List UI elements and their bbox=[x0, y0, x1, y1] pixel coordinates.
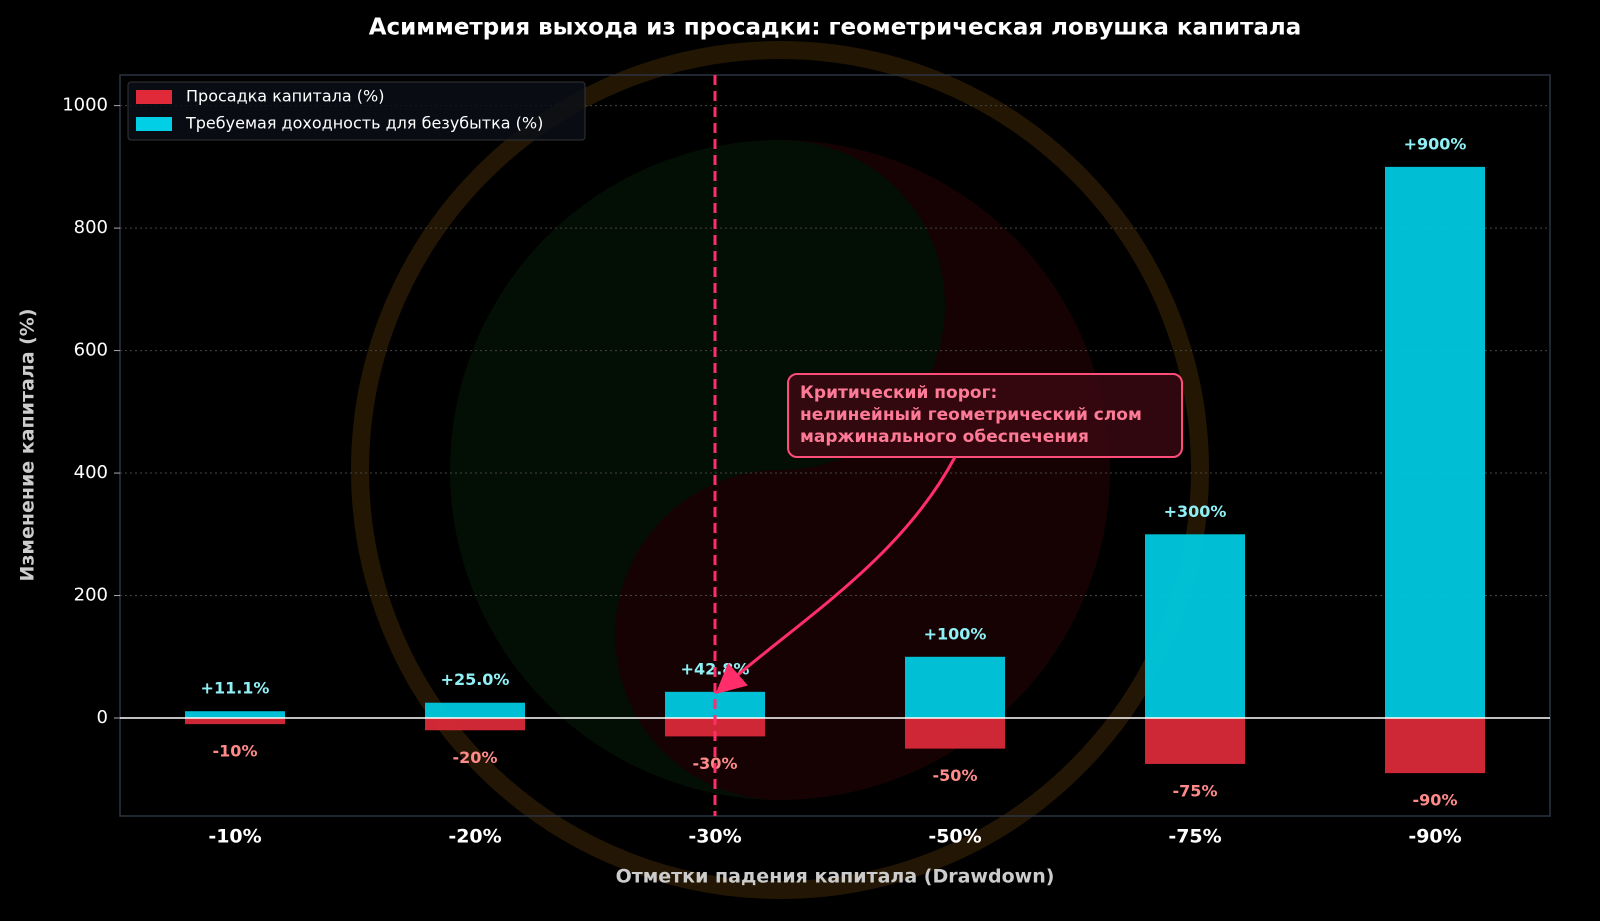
annotation-arrow bbox=[715, 456, 957, 694]
legend-label: Просадка капитала (%) bbox=[186, 87, 384, 106]
chart-title: Асимметрия выхода из просадки: геометрич… bbox=[369, 15, 1302, 41]
value-label: -50% bbox=[933, 766, 978, 785]
bar bbox=[185, 711, 285, 719]
x-tick-label: -90% bbox=[1408, 826, 1461, 848]
y-tick-label: 800 bbox=[74, 217, 108, 238]
annotation-text: Критический порог: bbox=[800, 383, 997, 403]
annotation-text: нелинейный геометрический слом bbox=[800, 405, 1142, 425]
x-tick-label: -30% bbox=[688, 826, 741, 848]
legend: Просадка капитала (%) Требуемая доходност… bbox=[127, 81, 586, 141]
annotation-text: маржинального обеспечения bbox=[800, 427, 1089, 447]
y-tick-label: 1000 bbox=[62, 95, 108, 116]
bar bbox=[665, 718, 765, 737]
bar bbox=[905, 656, 1005, 719]
value-label: -10% bbox=[213, 742, 258, 761]
x-tick-label: -50% bbox=[928, 826, 981, 848]
x-tick-label: -75% bbox=[1168, 826, 1221, 848]
bar bbox=[1145, 534, 1245, 719]
y-tick-label: 400 bbox=[74, 462, 108, 483]
y-tick-label: 600 bbox=[74, 340, 108, 361]
bar bbox=[1385, 166, 1485, 719]
watermark bbox=[351, 41, 1209, 899]
y-axis-label: Изменение капитала (%) bbox=[17, 308, 39, 581]
legend-box bbox=[127, 81, 586, 141]
value-label: -20% bbox=[453, 748, 498, 767]
value-label: +300% bbox=[1164, 502, 1227, 521]
y-tick-label: 200 bbox=[74, 585, 108, 606]
bar bbox=[905, 718, 1005, 749]
value-label: -90% bbox=[1413, 791, 1458, 810]
value-label: +11.1% bbox=[201, 679, 270, 698]
bar bbox=[1385, 718, 1485, 774]
value-label: +25.0% bbox=[441, 670, 510, 689]
bar bbox=[425, 702, 525, 719]
x-tick-label: -10% bbox=[208, 826, 261, 848]
value-label: -75% bbox=[1173, 781, 1218, 800]
bar bbox=[185, 718, 285, 725]
x-tick-label: -20% bbox=[448, 826, 501, 848]
bar bbox=[1145, 718, 1245, 764]
legend-label: Требуемая доходность для безубытка (%) bbox=[185, 114, 543, 133]
value-label: +100% bbox=[924, 624, 987, 643]
bar bbox=[425, 718, 525, 731]
x-axis-label: Отметки падения капитала (Drawdown) bbox=[616, 866, 1055, 888]
y-tick-label: 0 bbox=[97, 707, 108, 728]
annotation: Критический порог:нелинейный геометричес… bbox=[715, 373, 1183, 694]
value-label: +900% bbox=[1404, 134, 1467, 153]
legend-swatch bbox=[136, 90, 172, 104]
legend-swatch bbox=[136, 117, 172, 131]
plot-frame bbox=[119, 74, 1551, 817]
annotation-box bbox=[787, 373, 1183, 458]
